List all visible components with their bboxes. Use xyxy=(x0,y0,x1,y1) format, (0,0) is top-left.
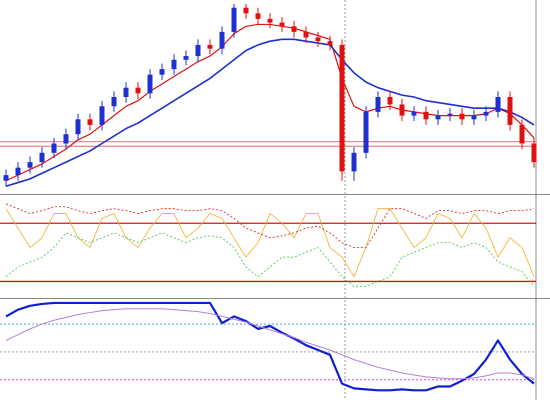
candle-body xyxy=(303,31,309,38)
candle-body xyxy=(183,56,189,60)
candle-body xyxy=(507,97,513,125)
candle-body xyxy=(363,111,369,153)
candle-body xyxy=(123,87,129,97)
candle-body xyxy=(75,119,81,135)
candle-body xyxy=(255,13,261,19)
candle-body xyxy=(87,119,93,125)
candle-body xyxy=(171,59,177,70)
candle-body xyxy=(279,22,285,27)
candle-body xyxy=(435,115,441,120)
candle-body xyxy=(207,44,213,49)
candle-body xyxy=(315,37,321,42)
candle-body xyxy=(531,143,537,163)
candle-body xyxy=(447,113,453,116)
series-line xyxy=(5,203,535,248)
series-line xyxy=(5,308,535,380)
candle-body xyxy=(231,7,237,32)
series-line xyxy=(5,232,535,287)
candle-body xyxy=(39,152,45,163)
candle-body xyxy=(399,104,405,116)
candle-body xyxy=(327,41,333,45)
candle-body xyxy=(495,97,501,112)
candle-body xyxy=(423,111,429,120)
candle-body xyxy=(243,7,249,14)
candle-body xyxy=(195,44,201,57)
candle-body xyxy=(411,111,417,116)
series-line xyxy=(5,301,535,392)
candle-body xyxy=(267,18,273,23)
candle-body xyxy=(387,97,393,105)
candle-body xyxy=(147,74,153,94)
candle-body xyxy=(135,87,141,94)
candle-body xyxy=(51,143,57,153)
candle-body xyxy=(459,113,465,120)
candle-body xyxy=(291,26,297,32)
candle-body xyxy=(99,106,105,125)
candle-body xyxy=(471,115,477,120)
candle-body xyxy=(111,97,117,107)
candle-body xyxy=(351,152,357,172)
candle-body xyxy=(15,167,21,176)
series-line xyxy=(5,208,535,277)
candle-body xyxy=(483,111,489,116)
candle-body xyxy=(519,124,525,144)
candle-body xyxy=(219,31,225,49)
series-line xyxy=(5,38,535,188)
candle-body xyxy=(339,44,345,172)
candle-body xyxy=(3,175,9,181)
candle-body xyxy=(159,69,165,75)
candle-body xyxy=(63,134,69,144)
candle-body xyxy=(27,162,33,168)
candle-body xyxy=(375,97,381,112)
